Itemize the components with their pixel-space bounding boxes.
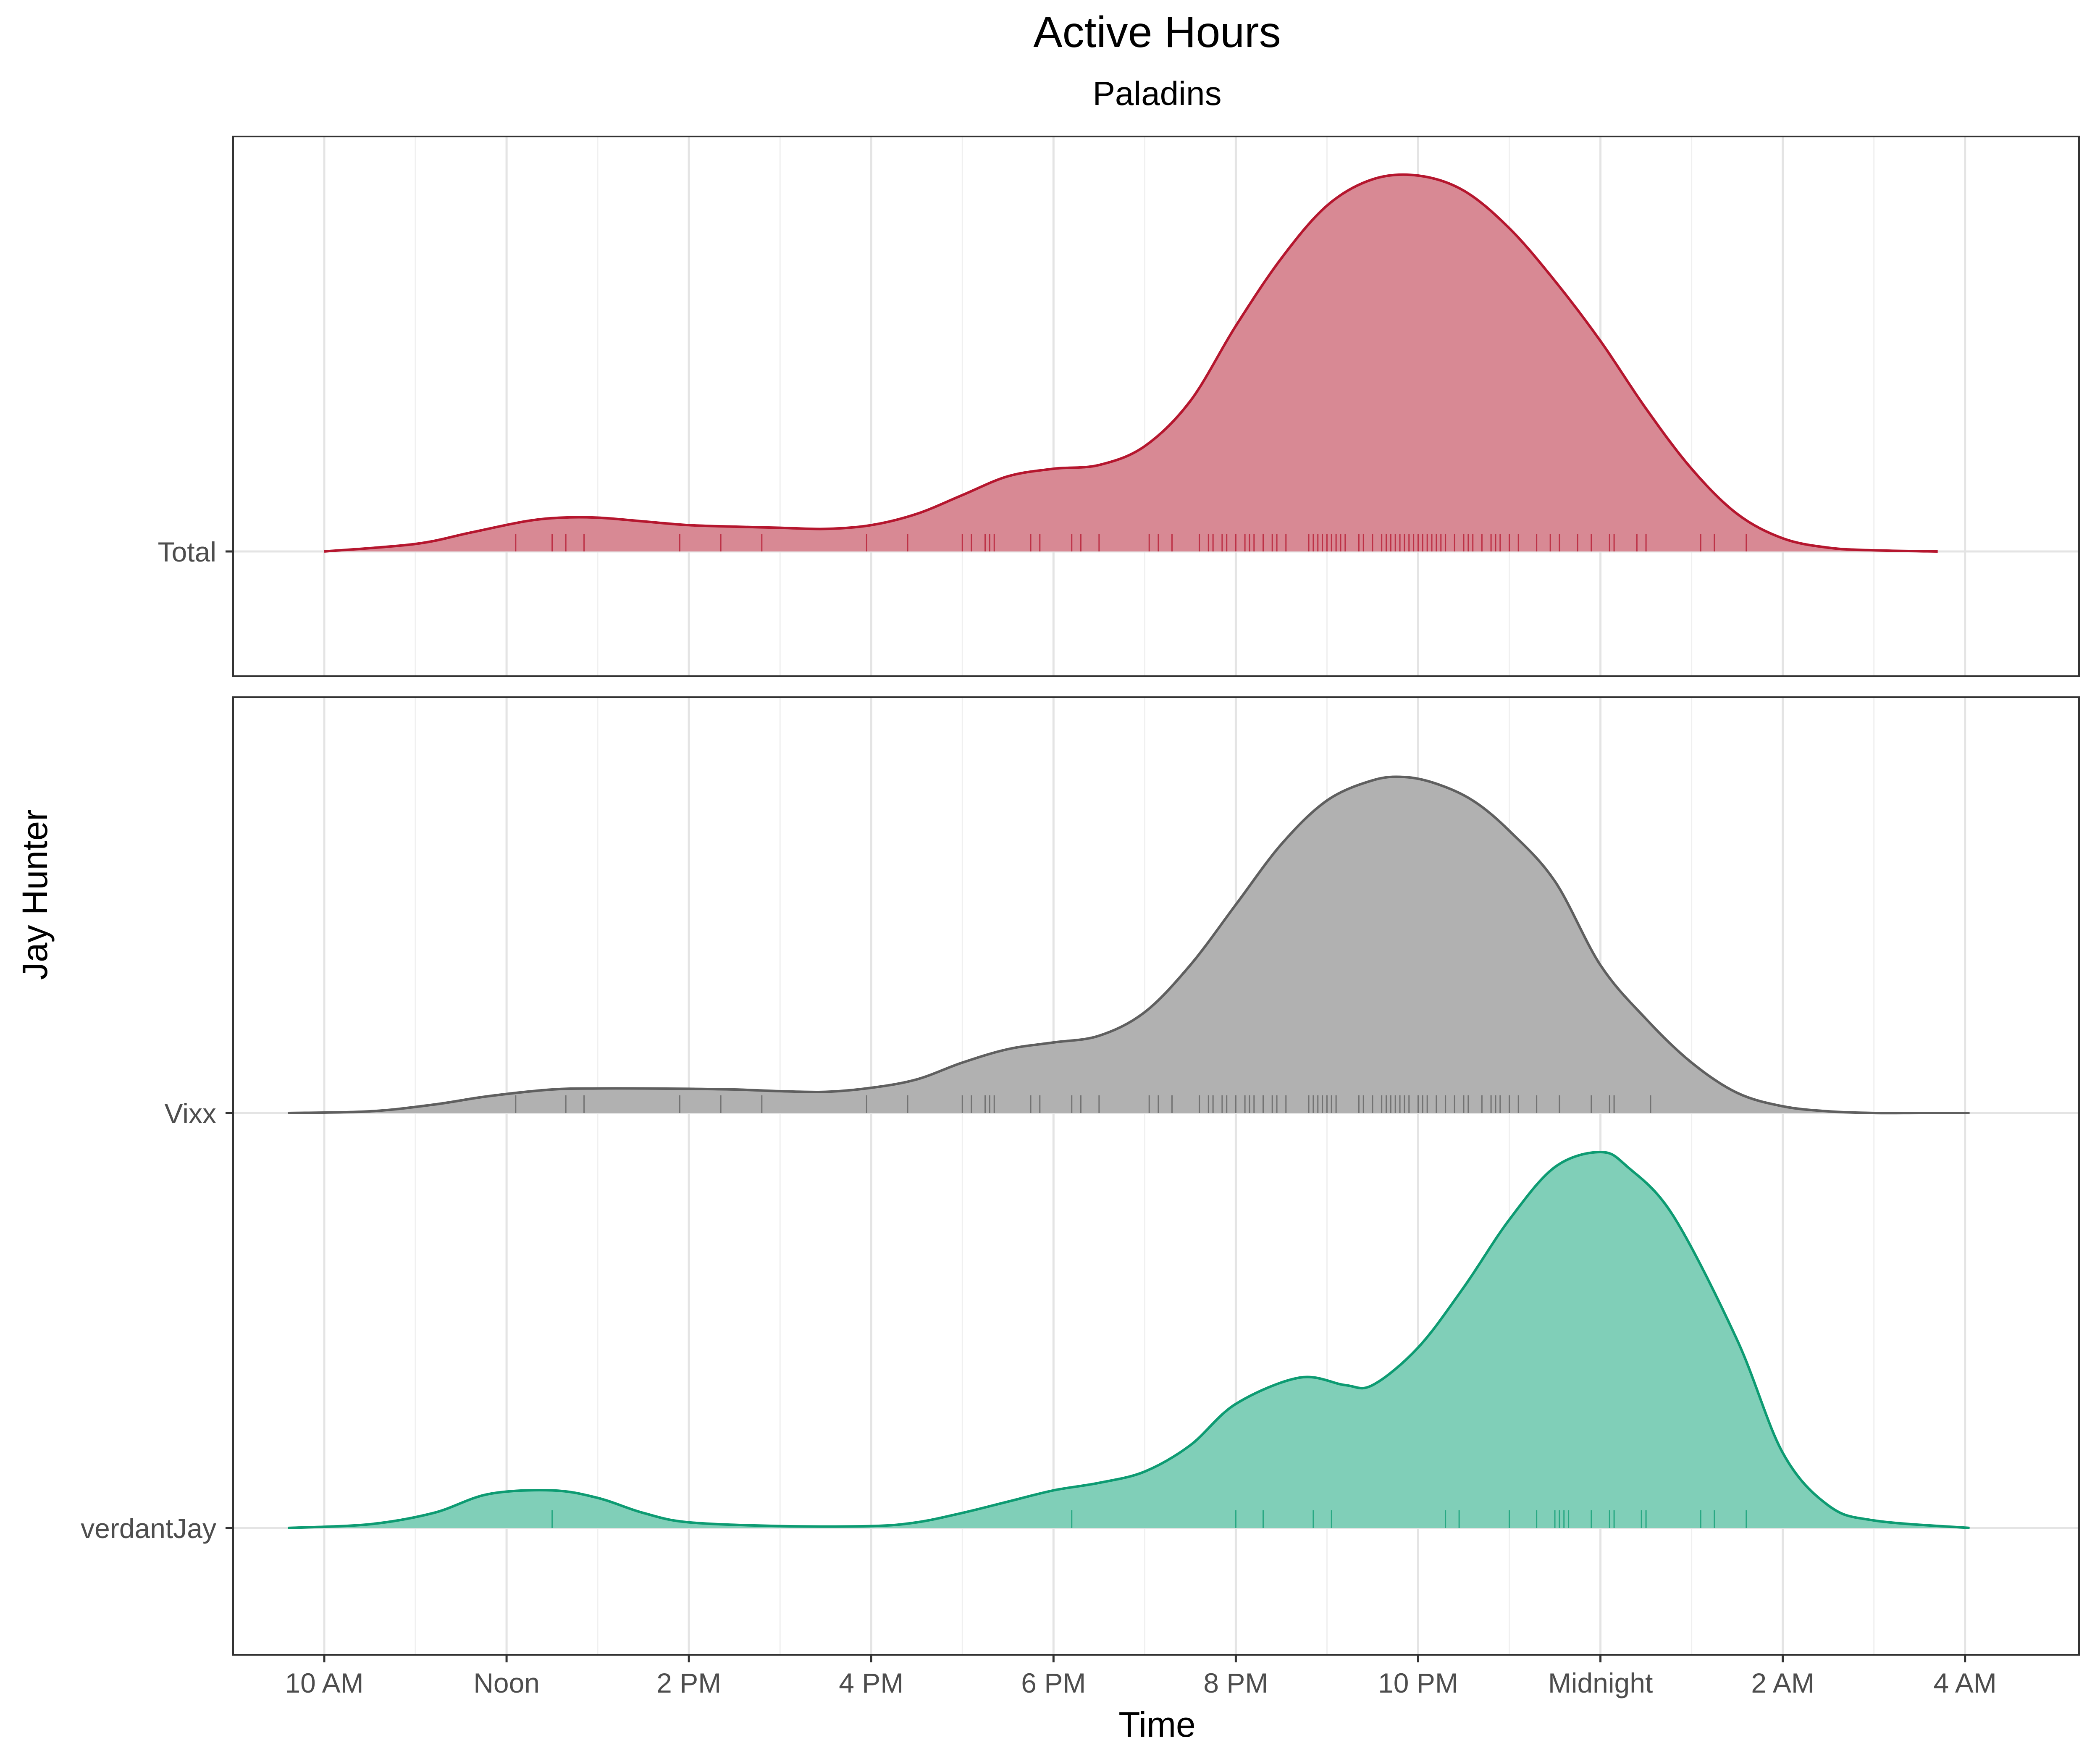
- y-axis-title: Jay Hunter: [15, 809, 55, 980]
- x-tick-label: 8 PM: [1203, 1667, 1268, 1698]
- chart-subtitle: Paladins: [1093, 75, 1222, 112]
- x-tick-label: Midnight: [1548, 1667, 1653, 1698]
- x-tick-label: 10 PM: [1378, 1667, 1458, 1698]
- x-axis-title: Time: [1118, 1705, 1196, 1744]
- x-tick-label: 6 PM: [1021, 1667, 1086, 1698]
- x-tick-label: 4 PM: [839, 1667, 903, 1698]
- panel-jay-hunter: Vixx verdantJay: [81, 696, 2080, 1656]
- panel-jay-hunter-ridges: [288, 775, 1970, 1529]
- density-line-total: [324, 173, 1938, 553]
- x-tick-label: Noon: [473, 1667, 540, 1698]
- panel-total-y-axis: Total: [158, 536, 233, 567]
- x-tick-label: 10 AM: [285, 1667, 363, 1698]
- panel-total-ridges: [324, 173, 1938, 553]
- ridge-verdantjay: [288, 1150, 1970, 1529]
- panel-jay-hunter-border: [232, 696, 2080, 1656]
- y-tick-label-vixx: Vixx: [165, 1098, 217, 1129]
- panel-total: Total: [158, 136, 2080, 677]
- x-tick-label: 2 AM: [1751, 1667, 1814, 1698]
- chart-title: Active Hours: [1033, 8, 1281, 57]
- y-tick-label-verdantjay: verdantJay: [81, 1513, 216, 1544]
- panel-jay-hunter-y-axis: Vixx verdantJay: [81, 1098, 233, 1544]
- density-area-vixx: [288, 777, 1970, 1113]
- x-tick-label: 4 AM: [1934, 1667, 1997, 1698]
- density-area-total: [324, 174, 1938, 552]
- y-tick-label-total: Total: [158, 536, 216, 567]
- density-area-verdantjay: [288, 1152, 1970, 1528]
- panel-total-border: [232, 136, 2080, 677]
- ridge-total: [324, 173, 1938, 553]
- density-line-vixx: [288, 775, 1970, 1115]
- x-tick-label: 2 PM: [656, 1667, 721, 1698]
- density-line-verdantjay: [288, 1150, 1970, 1529]
- ridge-vixx: [288, 775, 1970, 1115]
- x-axis: 10 AM Noon 2 PM 4 PM 6 PM 8 PM 10 PM Midnight 2 …: [285, 1655, 1997, 1698]
